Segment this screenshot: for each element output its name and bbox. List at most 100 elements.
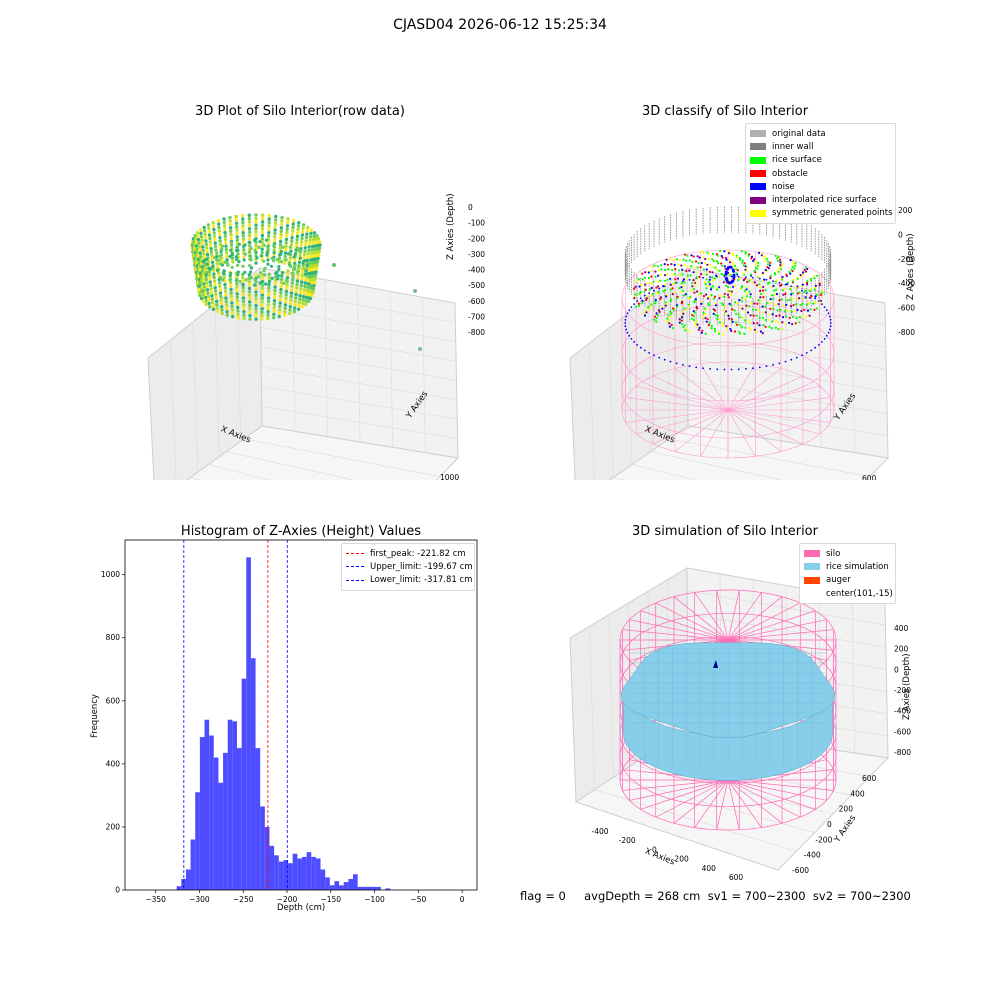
plot2-surface-point (804, 289, 807, 292)
plot2-noise-point (636, 344, 639, 346)
plot2-surface-point (762, 296, 765, 299)
plot2-surface-point (657, 285, 660, 288)
plot2-surface-point (779, 264, 782, 267)
plot1-point (309, 274, 313, 279)
plot4-tick-labels: -400-20002004006006004002000-200-400-600… (591, 624, 911, 882)
plot2-surface-point (742, 264, 745, 267)
plot2-z-tick: -200 (898, 255, 915, 264)
plot2-surface-point (764, 289, 767, 292)
plot2-surface-point (786, 309, 789, 312)
histogram-y-tick: 800 (106, 633, 121, 642)
plot2-cylinder-spoke (625, 409, 729, 423)
plot1-point (291, 225, 295, 230)
plot2-surface-point (730, 290, 733, 293)
plot2-surface-point (812, 302, 815, 305)
plot1-point (279, 280, 284, 285)
plot1-point (205, 249, 209, 253)
plot2-noise-point (682, 280, 684, 283)
plot2-cylinder-spoke (727, 409, 782, 452)
plot1-point (205, 281, 209, 285)
plot2-surface-point (782, 316, 785, 319)
plot1-point (302, 288, 307, 292)
plot4-silo-spoke (640, 779, 729, 810)
plot2-title: 3D classify of Silo Interior (641, 104, 809, 119)
plot2-surface-point (653, 264, 656, 267)
plot2-surface-point (762, 324, 765, 327)
plot2-noise-point (675, 362, 678, 365)
plot2-surface-point (650, 286, 653, 289)
plot2-surface-point (694, 260, 698, 263)
plot4-x-tick: -400 (591, 827, 608, 836)
plot1-point (203, 265, 208, 270)
plot2-surface-point (781, 265, 784, 268)
plot1-point (247, 227, 252, 231)
plot1-point (301, 266, 305, 270)
plot2-surface-point (730, 318, 733, 321)
plot1-point (279, 284, 283, 288)
plot2-noise-point (625, 315, 628, 318)
plot2-surface-point (637, 304, 641, 307)
plot1-point (204, 239, 208, 243)
plot2-surface-point (812, 275, 815, 278)
plot2-surface-point (645, 298, 648, 301)
plot1-point (212, 272, 216, 276)
plot2-surface-point (738, 330, 741, 333)
plot1-point (235, 235, 239, 239)
plot1-point (200, 238, 204, 242)
plot2-surface-point (663, 263, 666, 266)
plot1-point (311, 237, 316, 242)
plot2-surface-point (795, 317, 798, 320)
plot2-surface-point (714, 313, 717, 317)
plot2-surface-point (668, 315, 671, 318)
plot1-point (305, 263, 309, 268)
plot2-noise-point (716, 368, 719, 371)
plot1-point (307, 271, 311, 276)
plot2-surface-point (744, 252, 747, 255)
plot1-point (284, 247, 288, 252)
plot1-point (310, 244, 315, 249)
plot1-point (235, 285, 239, 289)
plot2-surface-point (673, 263, 676, 267)
plot1-point (242, 254, 246, 259)
plot2-noise-point (828, 315, 831, 318)
plot1-point (289, 291, 294, 295)
plot1-point (230, 256, 235, 261)
plot2-surface-point (682, 278, 685, 281)
plot2-surface-point (738, 299, 741, 302)
plot2-surface-point (764, 325, 767, 328)
histogram-y-tick: 400 (106, 759, 121, 768)
plot2-surface-point (725, 258, 728, 261)
plot1-point (260, 290, 265, 294)
plot1-point (212, 227, 216, 232)
plot2-surface-point (726, 285, 730, 289)
plot1-point (252, 238, 257, 242)
plot1-point (212, 234, 217, 238)
plot2-surface-point (791, 265, 794, 268)
plot2-surface-point (738, 258, 741, 261)
plot1-point (297, 264, 301, 268)
plot1-point (298, 253, 302, 258)
plot1-point (221, 278, 225, 282)
plot1-point (247, 223, 252, 228)
plot1-point (212, 279, 217, 283)
plot2-surface-point (802, 273, 805, 276)
plot2-surface-point (792, 263, 795, 266)
plot1-point (201, 245, 205, 249)
plot2-surface-point (714, 266, 717, 269)
plot2-surface-point (697, 293, 700, 296)
plot1-point (202, 252, 206, 256)
plot1-point (277, 314, 281, 319)
plot4-silo-spoke (655, 602, 729, 641)
plot2-surface-point (753, 302, 756, 305)
plot2-surface-point (792, 260, 795, 263)
plot2-surface-point (754, 266, 758, 269)
plot1-point (279, 277, 284, 281)
plot1-point (291, 229, 295, 233)
plot1-point (206, 291, 210, 295)
plot2-surface-point (671, 268, 674, 272)
plot1-point (259, 254, 263, 258)
plot1-point (288, 301, 293, 305)
plot2-surface-point (694, 281, 697, 284)
plot1-point (247, 283, 252, 287)
plot2-surface-point (706, 251, 709, 254)
